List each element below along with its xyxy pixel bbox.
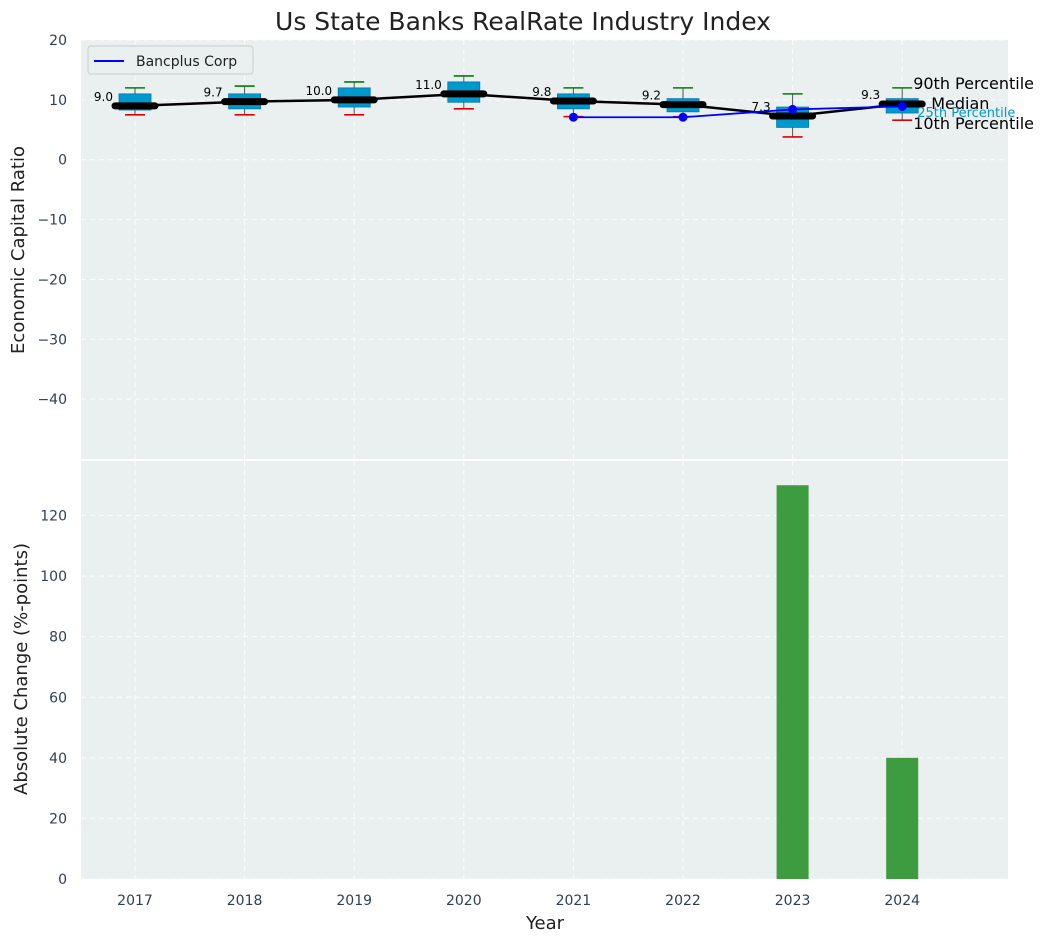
series-point-bancplus xyxy=(897,101,907,111)
top-y-tick-label: 20 xyxy=(49,33,67,49)
bottom-y-tick-label: 120 xyxy=(40,509,67,525)
bottom-y-tick-label: 20 xyxy=(49,811,67,827)
x-tick-label: 2017 xyxy=(117,893,153,909)
x-tick-label: 2020 xyxy=(446,893,482,909)
legend-label-bancplus: Bancplus Corp xyxy=(136,54,237,70)
x-tick-label: 2022 xyxy=(665,893,701,909)
bottom-y-axis-label: Absolute Change (%-points) xyxy=(11,543,32,795)
top-y-tick-label: −10 xyxy=(37,213,67,229)
series-point-bancplus xyxy=(568,112,578,122)
top-y-tick-label: 10 xyxy=(49,93,67,109)
annotation-p10: 10th Percentile xyxy=(913,114,1034,133)
median-line xyxy=(134,92,903,118)
bottom-panel: 0 20 40 60 80 100 120 2017 2018 2019 2020 2021 2022 2… xyxy=(40,459,1008,909)
bottom-y-tick-label: 40 xyxy=(49,751,67,767)
series-point-bancplus xyxy=(788,104,798,114)
median-value-label: 11.0 xyxy=(415,78,442,92)
x-tick-label: 2024 xyxy=(884,893,920,909)
x-tick-label: 2018 xyxy=(227,893,263,909)
bottom-plot-background xyxy=(81,461,1008,879)
legend: Bancplus Corp xyxy=(87,45,254,75)
annotation-p25: 25th Percentile xyxy=(917,106,1015,121)
bottom-y-tick-label: 0 xyxy=(58,872,67,888)
x-axis-label: Year xyxy=(525,913,565,934)
top-y-tick-label: −20 xyxy=(37,272,67,288)
top-y-axis-label: Economic Capital Ratio xyxy=(8,146,29,354)
series-line-bancplus xyxy=(573,105,903,119)
median-value-label: 9.0 xyxy=(94,90,113,104)
top-y-tick-label: −40 xyxy=(37,392,67,408)
series-point-bancplus xyxy=(678,112,688,122)
change-bar xyxy=(886,757,919,879)
median-value-label: 9.8 xyxy=(532,85,551,99)
annotation-p90: 90th Percentile xyxy=(913,74,1034,93)
bottom-y-tick-label: 80 xyxy=(49,630,67,646)
top-y-tick-label: −30 xyxy=(37,332,67,348)
x-tick-label: 2021 xyxy=(556,893,592,909)
median-value-label: 9.7 xyxy=(204,86,223,100)
x-tick-label: 2019 xyxy=(336,893,372,909)
legend-box xyxy=(87,45,254,75)
bottom-y-tick-label: 60 xyxy=(49,690,67,706)
median-value-label: 9.3 xyxy=(861,88,880,102)
median-value-label: 9.2 xyxy=(642,89,661,103)
top-y-tick-label: 0 xyxy=(58,153,67,169)
annotation-median: Median xyxy=(931,94,989,113)
bottom-y-tick-label: 100 xyxy=(40,569,67,585)
x-tick-label: 2023 xyxy=(775,893,811,909)
median-value-label: 10.0 xyxy=(305,84,332,98)
change-bar xyxy=(776,485,809,879)
chart-title: Us State Banks RealRate Industry Index xyxy=(275,7,771,36)
